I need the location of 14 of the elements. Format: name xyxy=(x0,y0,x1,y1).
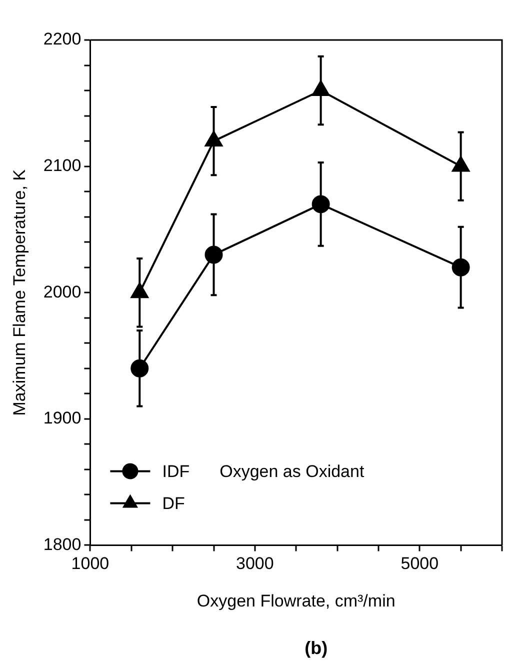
x-tick-label: 3000 xyxy=(236,554,274,574)
y-tick-label: 2000 xyxy=(43,282,82,302)
x-tick-label: 5000 xyxy=(400,554,439,574)
x-axis-title: Oxygen Flowrate, cm³/min xyxy=(196,591,396,610)
y-tick-label: 1900 xyxy=(43,408,82,428)
y-axis-title: Maximum Flame Temperature, K xyxy=(10,168,29,416)
legend-label: DF xyxy=(162,494,185,513)
y-tick-label: 1800 xyxy=(43,534,82,554)
x-tick-label: 1000 xyxy=(71,554,110,574)
legend-label: IDF xyxy=(162,462,190,481)
text: (b) xyxy=(304,638,328,658)
annotation: Oxygen as Oxidant xyxy=(220,462,364,481)
y-tick-label: 2100 xyxy=(43,156,82,175)
y-tick-label: 2200 xyxy=(43,30,82,49)
